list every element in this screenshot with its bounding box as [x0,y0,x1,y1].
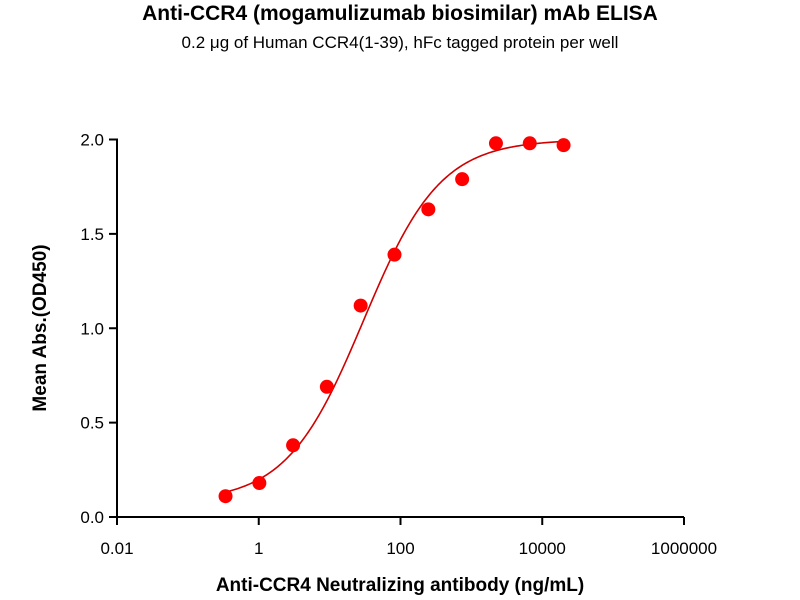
data-point [286,438,301,453]
axes: 0.0 0.5 1.0 1.5 2.0 0.01 1 100 10000 1000000 [80,131,717,559]
y-tick-label: 0.0 [80,508,104,527]
data-point [218,489,233,504]
data-point [455,172,470,187]
x-tick-label: 1 [254,539,263,558]
data-point [522,136,537,151]
chart-subtitle: 0.2 μg of Human CCR4(1-39), hFc tagged p… [181,33,619,52]
data-point [319,379,334,394]
data-point [421,202,436,217]
y-tick-label: 1.0 [80,319,104,338]
data-point [353,298,368,313]
y-tick-label: 0.5 [80,414,104,433]
data-point [387,247,402,262]
data-points [218,136,571,504]
x-tick-label: 100 [386,539,414,558]
x-tick-label: 1000000 [651,539,717,558]
data-point [556,138,571,153]
y-axis-label: Mean Abs.(OD450) [30,244,51,411]
x-tick-label: 10000 [519,539,566,558]
y-tick-label: 2.0 [80,131,104,150]
data-point [488,136,503,151]
fit-curve-group [225,140,564,493]
data-point [252,476,267,491]
x-tick-label: 0.01 [100,539,133,558]
y-tick-label: 1.5 [80,225,104,244]
fit-curve [225,140,564,493]
chart-title: Anti-CCR4 (mogamulizumab biosimilar) mAb… [142,2,658,25]
x-axis-label: Anti-CCR4 Neutralizing antibody (ng/mL) [216,575,584,596]
